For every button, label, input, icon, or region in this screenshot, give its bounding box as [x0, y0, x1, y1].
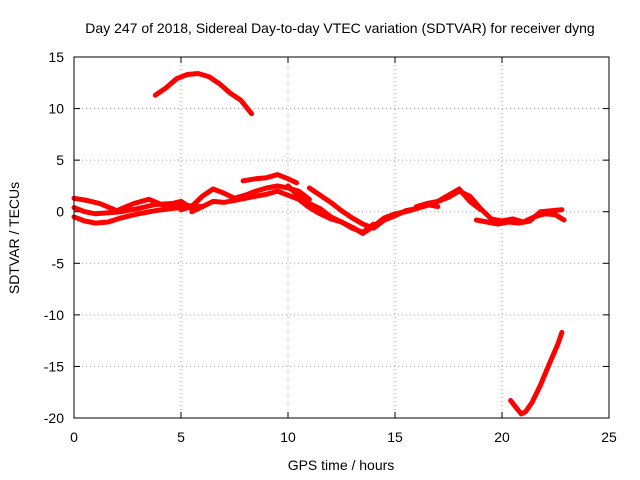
x-tick-label: 0: [70, 429, 78, 445]
x-tick-label: 5: [177, 429, 185, 445]
grid: [74, 57, 609, 418]
series-line-arc-12: [508, 329, 565, 417]
series-line-arc-10: [413, 188, 567, 225]
y-tick-label: 5: [56, 152, 64, 168]
series-line-arc-11: [473, 207, 565, 227]
y-tick-label: -5: [52, 255, 65, 271]
x-tick-label: 20: [494, 429, 510, 445]
y-tick-label: -15: [44, 358, 64, 374]
x-tick-label: 10: [280, 429, 296, 445]
y-tick-label: -20: [44, 410, 64, 426]
series-line-arc-7: [240, 172, 300, 186]
series-line-arc-2: [71, 201, 205, 217]
x-tick-label: 25: [601, 429, 617, 445]
x-axis-label: GPS time / hours: [288, 457, 395, 473]
y-tick-label: 0: [56, 204, 64, 220]
series-line-arc-3: [71, 205, 184, 226]
x-tick-label: 15: [387, 429, 403, 445]
y-axis-label: SDTVAR / TECUs: [6, 182, 22, 294]
series-group: [71, 71, 567, 417]
y-tick-label: -10: [44, 307, 64, 323]
y-tick-label: 15: [48, 49, 64, 65]
ticks: 0 5 10 15 20 25 -20 -15 -10 -5 0 5 10 15: [44, 49, 617, 445]
chart-title: Day 247 of 2018, Sidereal Day-to-day VTE…: [85, 20, 594, 36]
y-tick-label: 10: [48, 101, 64, 117]
series-line-arc-4: [152, 71, 255, 117]
plot-frame: [73, 56, 610, 419]
